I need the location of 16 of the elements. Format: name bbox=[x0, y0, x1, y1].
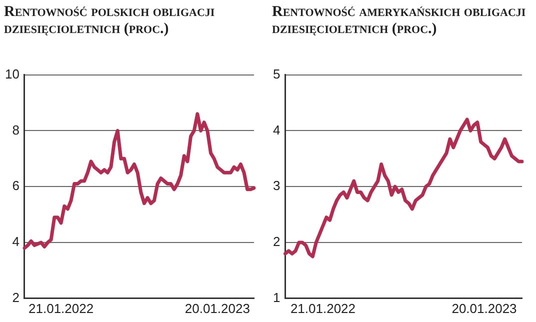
x-tick-label: 20.01.2023 bbox=[184, 300, 250, 316]
y-tick-label: 10 bbox=[4, 66, 20, 82]
y-tick-label: 1 bbox=[272, 290, 280, 305]
y-tick-label: 6 bbox=[12, 178, 20, 194]
x-tick-label: 21.01.2022 bbox=[290, 300, 356, 316]
y-tick-label: 4 bbox=[12, 234, 20, 250]
y-tick-label: 2 bbox=[272, 234, 280, 250]
y-tick-label: 3 bbox=[272, 178, 280, 194]
x-tick-label: 21.01.2022 bbox=[28, 300, 94, 316]
x-tick-label: 20.01.2023 bbox=[452, 300, 517, 316]
y-tick-label: 5 bbox=[272, 66, 280, 82]
chart-title: Rentowność polskich obligacji dziesięcioletnich (proc.) bbox=[3, 3, 216, 39]
y-tick-label: 4 bbox=[272, 122, 280, 138]
y-tick-label: 8 bbox=[12, 122, 20, 138]
y-tick-label: 2 bbox=[12, 290, 20, 305]
chart-title: Rentowność amerykańskich obligacji dziesięcioletnich (proc.) bbox=[271, 3, 527, 39]
